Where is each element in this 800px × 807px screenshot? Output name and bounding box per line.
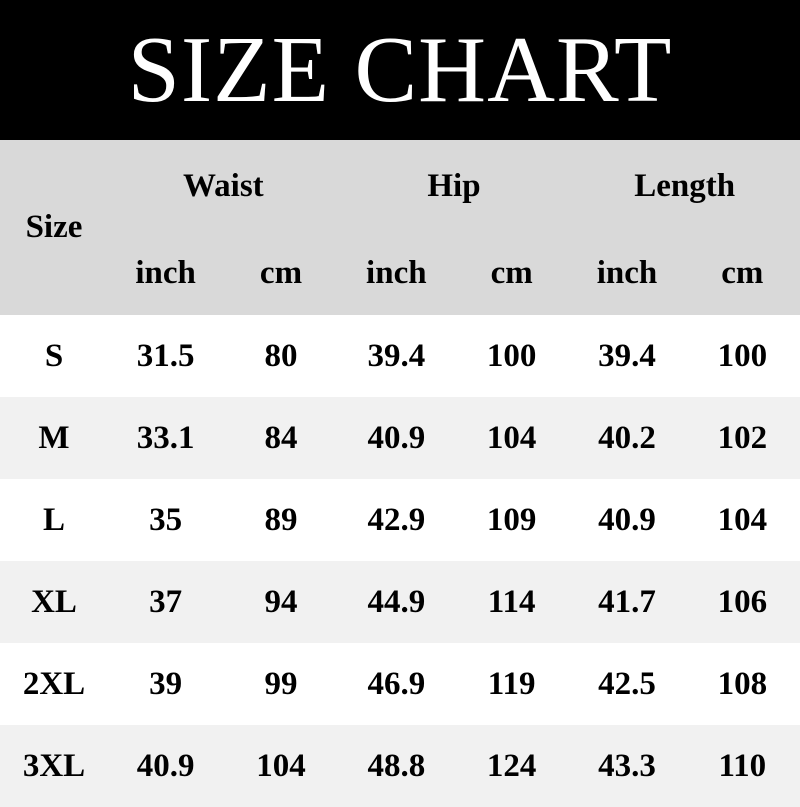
size-cell: M [38, 419, 70, 456]
unit-header: inch [596, 255, 658, 291]
length-header: Length [634, 167, 736, 204]
value-cell: 43.3 [598, 747, 656, 784]
value-cell: 41.7 [598, 583, 656, 620]
value-cell: 31.5 [136, 337, 195, 374]
value-cell: 37 [149, 583, 183, 620]
value-cell: 40.2 [598, 419, 656, 456]
value-cell: 100 [717, 337, 768, 374]
value-cell: 42.5 [598, 665, 656, 702]
value-cell: 40.9 [136, 747, 195, 784]
value-cell: 114 [487, 583, 536, 620]
value-cell: 46.9 [367, 665, 426, 702]
unit-header: cm [721, 255, 764, 291]
table-row: XL 37 94 44.9 114 41.7 106 [0, 561, 800, 643]
size-cell: XL [31, 583, 77, 620]
value-cell: 39.4 [598, 337, 656, 374]
value-cell: 104 [256, 747, 306, 784]
value-cell: 119 [487, 665, 536, 702]
value-cell: 104 [717, 501, 768, 538]
size-table: Size Waist Hip Length inch cm inch cm inch cm… [0, 140, 800, 807]
page-title: SIZE CHART [0, 0, 800, 140]
waist-header: Waist [182, 167, 264, 204]
table-row: 3XL 40.9 104 48.8 124 43.3 110 [0, 725, 800, 807]
table-row: L 35 89 42.9 109 40.9 104 [0, 479, 800, 561]
value-cell: 40.9 [598, 501, 656, 538]
value-cell: 110 [718, 747, 767, 784]
value-cell: 106 [717, 583, 768, 620]
value-cell: 100 [486, 337, 537, 374]
unit-header: inch [366, 255, 427, 291]
size-cell: 2XL [22, 665, 86, 702]
value-cell: 124 [486, 747, 537, 784]
value-cell: 99 [264, 665, 298, 702]
table-row: 2XL 39 99 46.9 119 42.5 108 [0, 643, 800, 725]
value-cell: 104 [486, 419, 537, 456]
value-cell: 102 [717, 419, 768, 456]
value-cell: 39.4 [367, 337, 426, 374]
value-cell: 33.1 [136, 419, 195, 456]
value-cell: 40.9 [367, 419, 426, 456]
value-cell: 39 [149, 665, 183, 702]
value-cell: 48.8 [367, 747, 426, 784]
size-cell: S [44, 337, 64, 374]
hip-header: Hip [427, 167, 481, 204]
value-cell: 94 [264, 583, 298, 620]
unit-header: cm [490, 255, 533, 291]
table-row: M 33.1 84 40.9 104 40.2 102 [0, 397, 800, 479]
value-cell: 109 [486, 501, 537, 538]
value-cell: 80 [264, 337, 298, 374]
size-cell: 3XL [22, 747, 86, 784]
size-cell: L [42, 501, 65, 538]
value-cell: 108 [717, 665, 768, 702]
value-cell: 44.9 [367, 583, 426, 620]
size-header: Size [25, 209, 83, 245]
value-cell: 84 [264, 419, 298, 456]
value-cell: 35 [149, 501, 183, 538]
unit-header: inch [135, 255, 196, 291]
value-cell: 42.9 [367, 501, 426, 538]
value-cell: 89 [264, 501, 298, 538]
unit-header: cm [259, 255, 303, 291]
table-row: S 31.5 80 39.4 100 39.4 100 [0, 315, 800, 397]
